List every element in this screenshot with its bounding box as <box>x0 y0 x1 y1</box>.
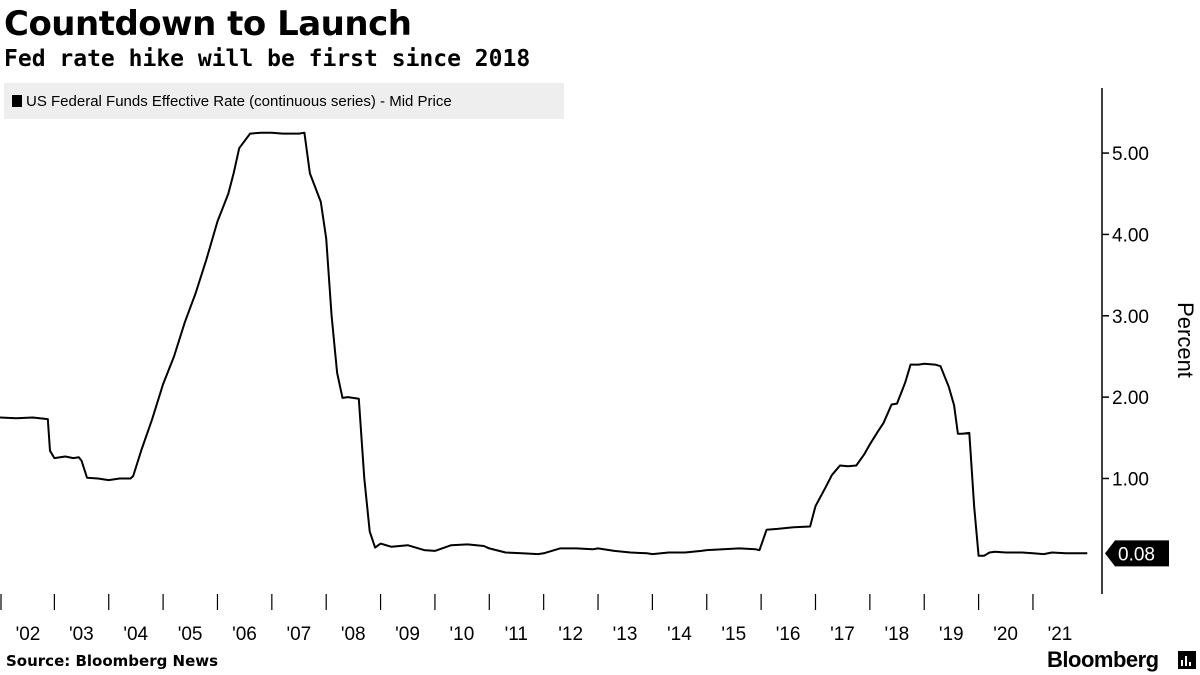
x-tick-label: '11 <box>505 624 528 645</box>
x-tick-label: '09 <box>395 624 420 645</box>
last-value-badge <box>1105 540 1169 567</box>
y-tick-label: 2.00 <box>1112 388 1149 409</box>
x-tick-label: '15 <box>721 624 746 645</box>
legend: US Federal Funds Effective Rate (continu… <box>4 83 564 119</box>
x-tick-label: '07 <box>286 624 311 645</box>
y-tick-label: 4.00 <box>1112 225 1149 246</box>
x-tick-label: '10 <box>450 624 475 645</box>
x-tick-label: '14 <box>667 624 692 645</box>
y-tick-label: 3.00 <box>1112 307 1149 328</box>
x-tick-label: '20 <box>993 624 1018 645</box>
x-tick-label: '05 <box>178 624 203 645</box>
x-tick-label: '08 <box>341 624 366 645</box>
chart-subtitle: Fed rate hike will be first since 2018 <box>4 46 531 72</box>
bloomberg-chart-icon <box>1178 651 1196 669</box>
x-tick-label: '06 <box>232 624 257 645</box>
x-tick-label: '13 <box>613 624 638 645</box>
source-note: Source: Bloomberg News <box>6 652 219 670</box>
x-axis-ticks: '02 '03 '04 '05 '06 '07 '08 '09 '10 '11 '12 '13 '14 '… <box>0 594 1073 645</box>
y-axis: 1.00 2.00 3.00 4.00 5.00 <box>1101 88 1149 594</box>
x-tick-label: '17 <box>830 624 855 645</box>
x-tick-label: '19 <box>939 624 964 645</box>
chart-title: Countdown to Launch <box>4 4 412 44</box>
x-tick-label: '18 <box>884 624 909 645</box>
y-tick-label: 5.00 <box>1112 144 1149 165</box>
x-tick-label: '21 <box>1048 624 1073 645</box>
legend-label: US Federal Funds Effective Rate (continu… <box>26 92 452 110</box>
x-tick-label: '04 <box>123 624 148 645</box>
x-tick-label: '02 <box>16 624 41 645</box>
last-value-label: 0.08 <box>1118 544 1155 565</box>
brand-logo: Bloomberg <box>1047 647 1159 672</box>
series-line <box>0 131 1088 557</box>
y-axis-label: Percent <box>1173 302 1198 378</box>
y-tick-label: 1.00 <box>1112 469 1149 490</box>
x-tick-label: '12 <box>558 624 583 645</box>
x-tick-label: '03 <box>69 624 94 645</box>
last-value-marker: 0.08 <box>1105 540 1169 567</box>
x-tick-label: '16 <box>776 624 801 645</box>
legend-swatch <box>12 95 22 107</box>
